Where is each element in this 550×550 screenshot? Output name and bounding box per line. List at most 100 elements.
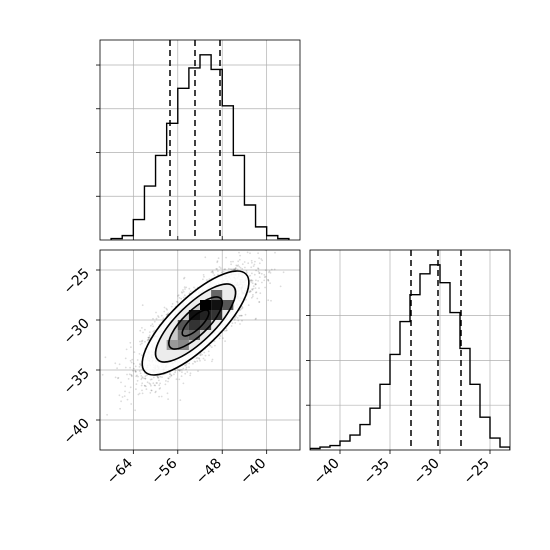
scatter-point [235, 264, 238, 267]
scatter-point [250, 281, 253, 283]
contour-line [168, 296, 224, 350]
scatter-point [179, 368, 182, 371]
scatter-point [193, 286, 195, 289]
scatter-point [196, 357, 199, 359]
scatter-point [177, 369, 180, 371]
scatter-point [239, 314, 242, 317]
scatter-point [267, 278, 269, 281]
scatter-point [134, 365, 137, 368]
scatter-point [179, 399, 182, 401]
scatter-point [235, 315, 237, 318]
scatter-point [220, 271, 223, 274]
scatter-point [132, 367, 135, 370]
scatter-point [144, 375, 147, 378]
scatter-point [149, 378, 152, 381]
scatter-point [213, 274, 216, 276]
scatter-point [208, 278, 211, 280]
scatter-point [219, 335, 222, 337]
scatter-point [177, 294, 180, 296]
scatter-point [261, 259, 264, 262]
scatter-point [217, 273, 219, 276]
scatter-point [188, 287, 191, 290]
scatter-point [139, 343, 142, 346]
scatter-point [249, 279, 252, 282]
scatter-point [169, 376, 171, 378]
scatter-point [212, 272, 215, 274]
scatter-point [149, 392, 152, 394]
scatter-point [185, 286, 188, 289]
scatter-point [132, 369, 134, 372]
scatter-point [210, 346, 213, 348]
scatter-point [154, 384, 157, 387]
scatter-point [270, 268, 273, 271]
scatter-point [201, 353, 204, 356]
scatter-point [251, 288, 254, 291]
y-tick-label: −40 [61, 416, 93, 448]
scatter-point [215, 267, 218, 270]
density-cell [188, 330, 200, 340]
scatter-point [239, 308, 242, 311]
scatter-point [195, 357, 198, 360]
scatter-point [167, 377, 170, 380]
scatter-point [177, 295, 179, 297]
scatter-point [236, 265, 239, 267]
scatter-point [210, 271, 213, 273]
scatter-point [246, 251, 249, 254]
scatter-point [135, 383, 138, 385]
scatter-point [237, 246, 239, 248]
scatter-point [138, 392, 141, 395]
scatter-point [175, 300, 178, 303]
scatter-point [197, 370, 199, 372]
scatter-point [181, 371, 183, 373]
scatter-point [208, 354, 210, 357]
scatter-point [138, 353, 141, 355]
scatter-point [126, 398, 129, 401]
scatter-point [250, 290, 252, 293]
scatter-point [188, 292, 191, 295]
scatter-point [206, 279, 208, 281]
scatter-point [178, 369, 181, 371]
scatter-point [158, 395, 161, 398]
scatter-point [145, 388, 148, 391]
scatter-point [240, 314, 243, 317]
scatter-point [162, 317, 165, 320]
scatter-point [178, 370, 181, 372]
scatter-point [153, 320, 156, 323]
scatter-point [202, 278, 204, 281]
scatter-point [258, 272, 261, 274]
scatter-point [183, 286, 186, 288]
scatter-point [182, 296, 185, 299]
scatter-point [254, 260, 256, 263]
scatter-point [239, 323, 241, 325]
scatter-point [127, 378, 130, 380]
scatter-point [233, 268, 236, 271]
x-tick-label: −64 [104, 455, 136, 487]
scatter-point [132, 362, 135, 365]
scatter-point [214, 344, 216, 347]
scatter-point [120, 381, 122, 384]
scatter-point [166, 313, 169, 316]
scatter-point [166, 392, 169, 395]
scatter-point [279, 285, 282, 288]
scatter-point [124, 357, 127, 360]
scatter-point [203, 351, 206, 354]
scatter-point [238, 258, 241, 261]
scatter-point [218, 266, 221, 268]
scatter-point [185, 366, 188, 369]
scatter-point [140, 378, 143, 381]
contour-line [141, 270, 250, 376]
scatter-point [255, 291, 258, 293]
scatter-point [250, 259, 253, 262]
scatter-point [141, 304, 144, 307]
panel-histogram-x [96, 39, 301, 241]
scatter-point [199, 354, 202, 357]
scatter-point [268, 271, 270, 274]
scatter-point [153, 384, 156, 387]
scatter-point [134, 409, 137, 412]
scatter-point [216, 260, 219, 263]
scatter-point [238, 314, 241, 317]
scatter-point [130, 374, 133, 376]
scatter-point [225, 329, 227, 332]
scatter-point [188, 362, 191, 365]
scatter-point [150, 384, 152, 387]
